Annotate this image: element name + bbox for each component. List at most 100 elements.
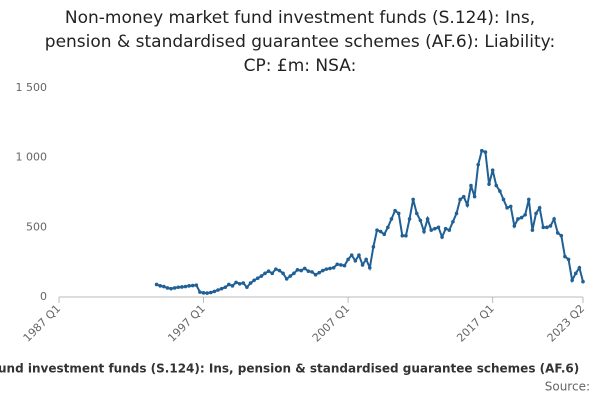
point (266, 269, 271, 274)
point (299, 268, 303, 273)
point (367, 265, 372, 270)
point (313, 272, 318, 277)
point (465, 203, 470, 207)
point (310, 270, 314, 274)
point (201, 291, 206, 295)
y-tick-label: 500 (26, 220, 47, 233)
point (581, 279, 585, 284)
point (180, 285, 184, 289)
point (566, 257, 571, 262)
point (165, 286, 170, 290)
chart-title: pension & standardised guarantee schemes… (45, 32, 555, 52)
point (443, 226, 448, 231)
point (577, 265, 582, 270)
point (349, 253, 354, 257)
point (418, 218, 423, 223)
point (422, 229, 426, 234)
x-axis-title: und investment funds (S.124): Ins, pensi… (0, 362, 579, 376)
point (516, 217, 520, 221)
point (302, 266, 307, 271)
point (321, 268, 325, 273)
point (501, 197, 506, 202)
point (472, 194, 477, 199)
point (364, 257, 368, 262)
point (259, 274, 264, 278)
point (331, 265, 336, 270)
point (548, 224, 553, 228)
point (494, 183, 499, 188)
point (490, 168, 495, 173)
point (339, 263, 343, 267)
line (156, 149, 584, 295)
point (194, 283, 199, 287)
source: Source: (545, 380, 590, 394)
point (162, 284, 166, 289)
x-tick-label: 1997 Q1 (165, 302, 208, 345)
point (205, 291, 209, 295)
point (396, 211, 401, 216)
point (476, 162, 481, 167)
point (436, 225, 441, 230)
point (241, 281, 246, 285)
point (154, 282, 159, 287)
point (458, 197, 462, 202)
y-tick-label: 1 000 (16, 151, 48, 164)
point (158, 284, 162, 288)
point (234, 280, 238, 285)
point (208, 290, 213, 295)
point (404, 233, 408, 238)
point (357, 253, 361, 257)
point (277, 268, 282, 273)
point (411, 197, 415, 202)
point (512, 224, 517, 228)
point (559, 233, 564, 238)
point (537, 206, 542, 210)
point (190, 283, 195, 288)
point (317, 270, 321, 275)
point (252, 278, 256, 283)
point (530, 228, 535, 232)
point (227, 282, 231, 287)
point (183, 284, 188, 289)
point (505, 206, 509, 210)
point (375, 228, 379, 232)
point (328, 266, 332, 271)
point (255, 276, 260, 280)
point (400, 233, 405, 238)
x-tick-label: 2017 Q1 (454, 302, 497, 345)
x-tick-label: 2007 Q1 (310, 302, 353, 345)
x-tick-label: 1987 Q1 (21, 302, 64, 345)
point (545, 225, 549, 230)
point (508, 204, 513, 209)
point (555, 231, 560, 235)
point (335, 262, 340, 267)
point (263, 271, 267, 276)
point (526, 197, 531, 202)
point (386, 225, 390, 230)
point (483, 150, 488, 154)
point (172, 286, 177, 290)
point (274, 267, 278, 271)
point (270, 271, 275, 276)
point (216, 288, 220, 292)
point (469, 183, 473, 188)
point (480, 148, 484, 153)
point (447, 228, 452, 232)
point (223, 285, 228, 290)
point (281, 271, 285, 276)
point (425, 217, 430, 221)
point (219, 286, 224, 291)
y-tick-label: 1 500 (16, 81, 48, 94)
point (407, 217, 412, 221)
point (454, 211, 459, 216)
point (212, 289, 217, 294)
point (371, 245, 376, 249)
point (552, 217, 556, 221)
point (451, 219, 455, 224)
point (382, 232, 387, 237)
point (541, 225, 546, 230)
point (429, 228, 434, 232)
point (563, 254, 567, 259)
point (237, 281, 242, 286)
